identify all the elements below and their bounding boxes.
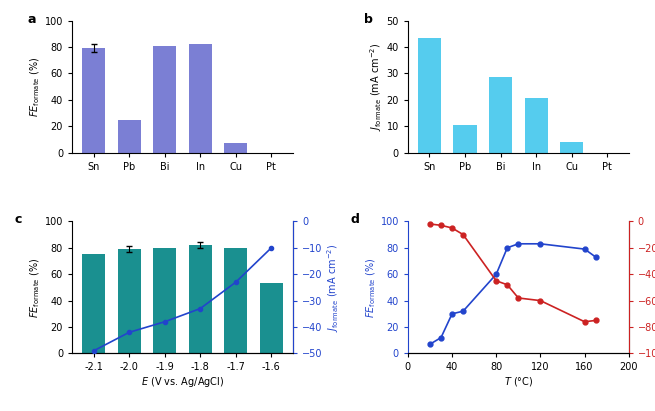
Bar bbox=[224, 248, 248, 353]
Bar bbox=[153, 46, 176, 152]
Y-axis label: $\it{FE}$$_{\mathrm{formate}}$ (%): $\it{FE}$$_{\mathrm{formate}}$ (%) bbox=[364, 257, 378, 318]
Y-axis label: $\it{J}$$_{\mathrm{formate}}$ (mA cm$^{-2}$): $\it{J}$$_{\mathrm{formate}}$ (mA cm$^{-… bbox=[368, 42, 384, 131]
Bar bbox=[489, 77, 512, 152]
Text: a: a bbox=[28, 13, 37, 25]
Text: b: b bbox=[364, 13, 373, 25]
Bar bbox=[118, 120, 141, 152]
Bar bbox=[189, 245, 212, 353]
Bar bbox=[189, 44, 212, 152]
Bar bbox=[418, 38, 441, 152]
Text: d: d bbox=[350, 213, 360, 226]
Y-axis label: $\it{FE}$$_{\mathrm{formate}}$ (%): $\it{FE}$$_{\mathrm{formate}}$ (%) bbox=[28, 257, 42, 318]
Bar bbox=[224, 143, 248, 152]
Bar bbox=[560, 142, 583, 152]
Bar bbox=[525, 99, 548, 152]
X-axis label: $\it{T}$ (°C): $\it{T}$ (°C) bbox=[504, 375, 533, 388]
X-axis label: $\it{E}$ (V vs. Ag/AgCl): $\it{E}$ (V vs. Ag/AgCl) bbox=[141, 375, 224, 389]
Text: c: c bbox=[14, 213, 22, 226]
Bar bbox=[82, 48, 105, 152]
Bar bbox=[153, 248, 176, 353]
Bar bbox=[118, 249, 141, 353]
Bar bbox=[82, 254, 105, 353]
Bar bbox=[453, 125, 477, 152]
Y-axis label: $\it{FE}$$_{\mathrm{formate}}$ (%): $\it{FE}$$_{\mathrm{formate}}$ (%) bbox=[28, 56, 42, 117]
Bar bbox=[260, 284, 283, 353]
Y-axis label: $\it{J}$$_{\mathrm{formate}}$ (mA cm$^{-2}$): $\it{J}$$_{\mathrm{formate}}$ (mA cm$^{-… bbox=[326, 243, 341, 332]
